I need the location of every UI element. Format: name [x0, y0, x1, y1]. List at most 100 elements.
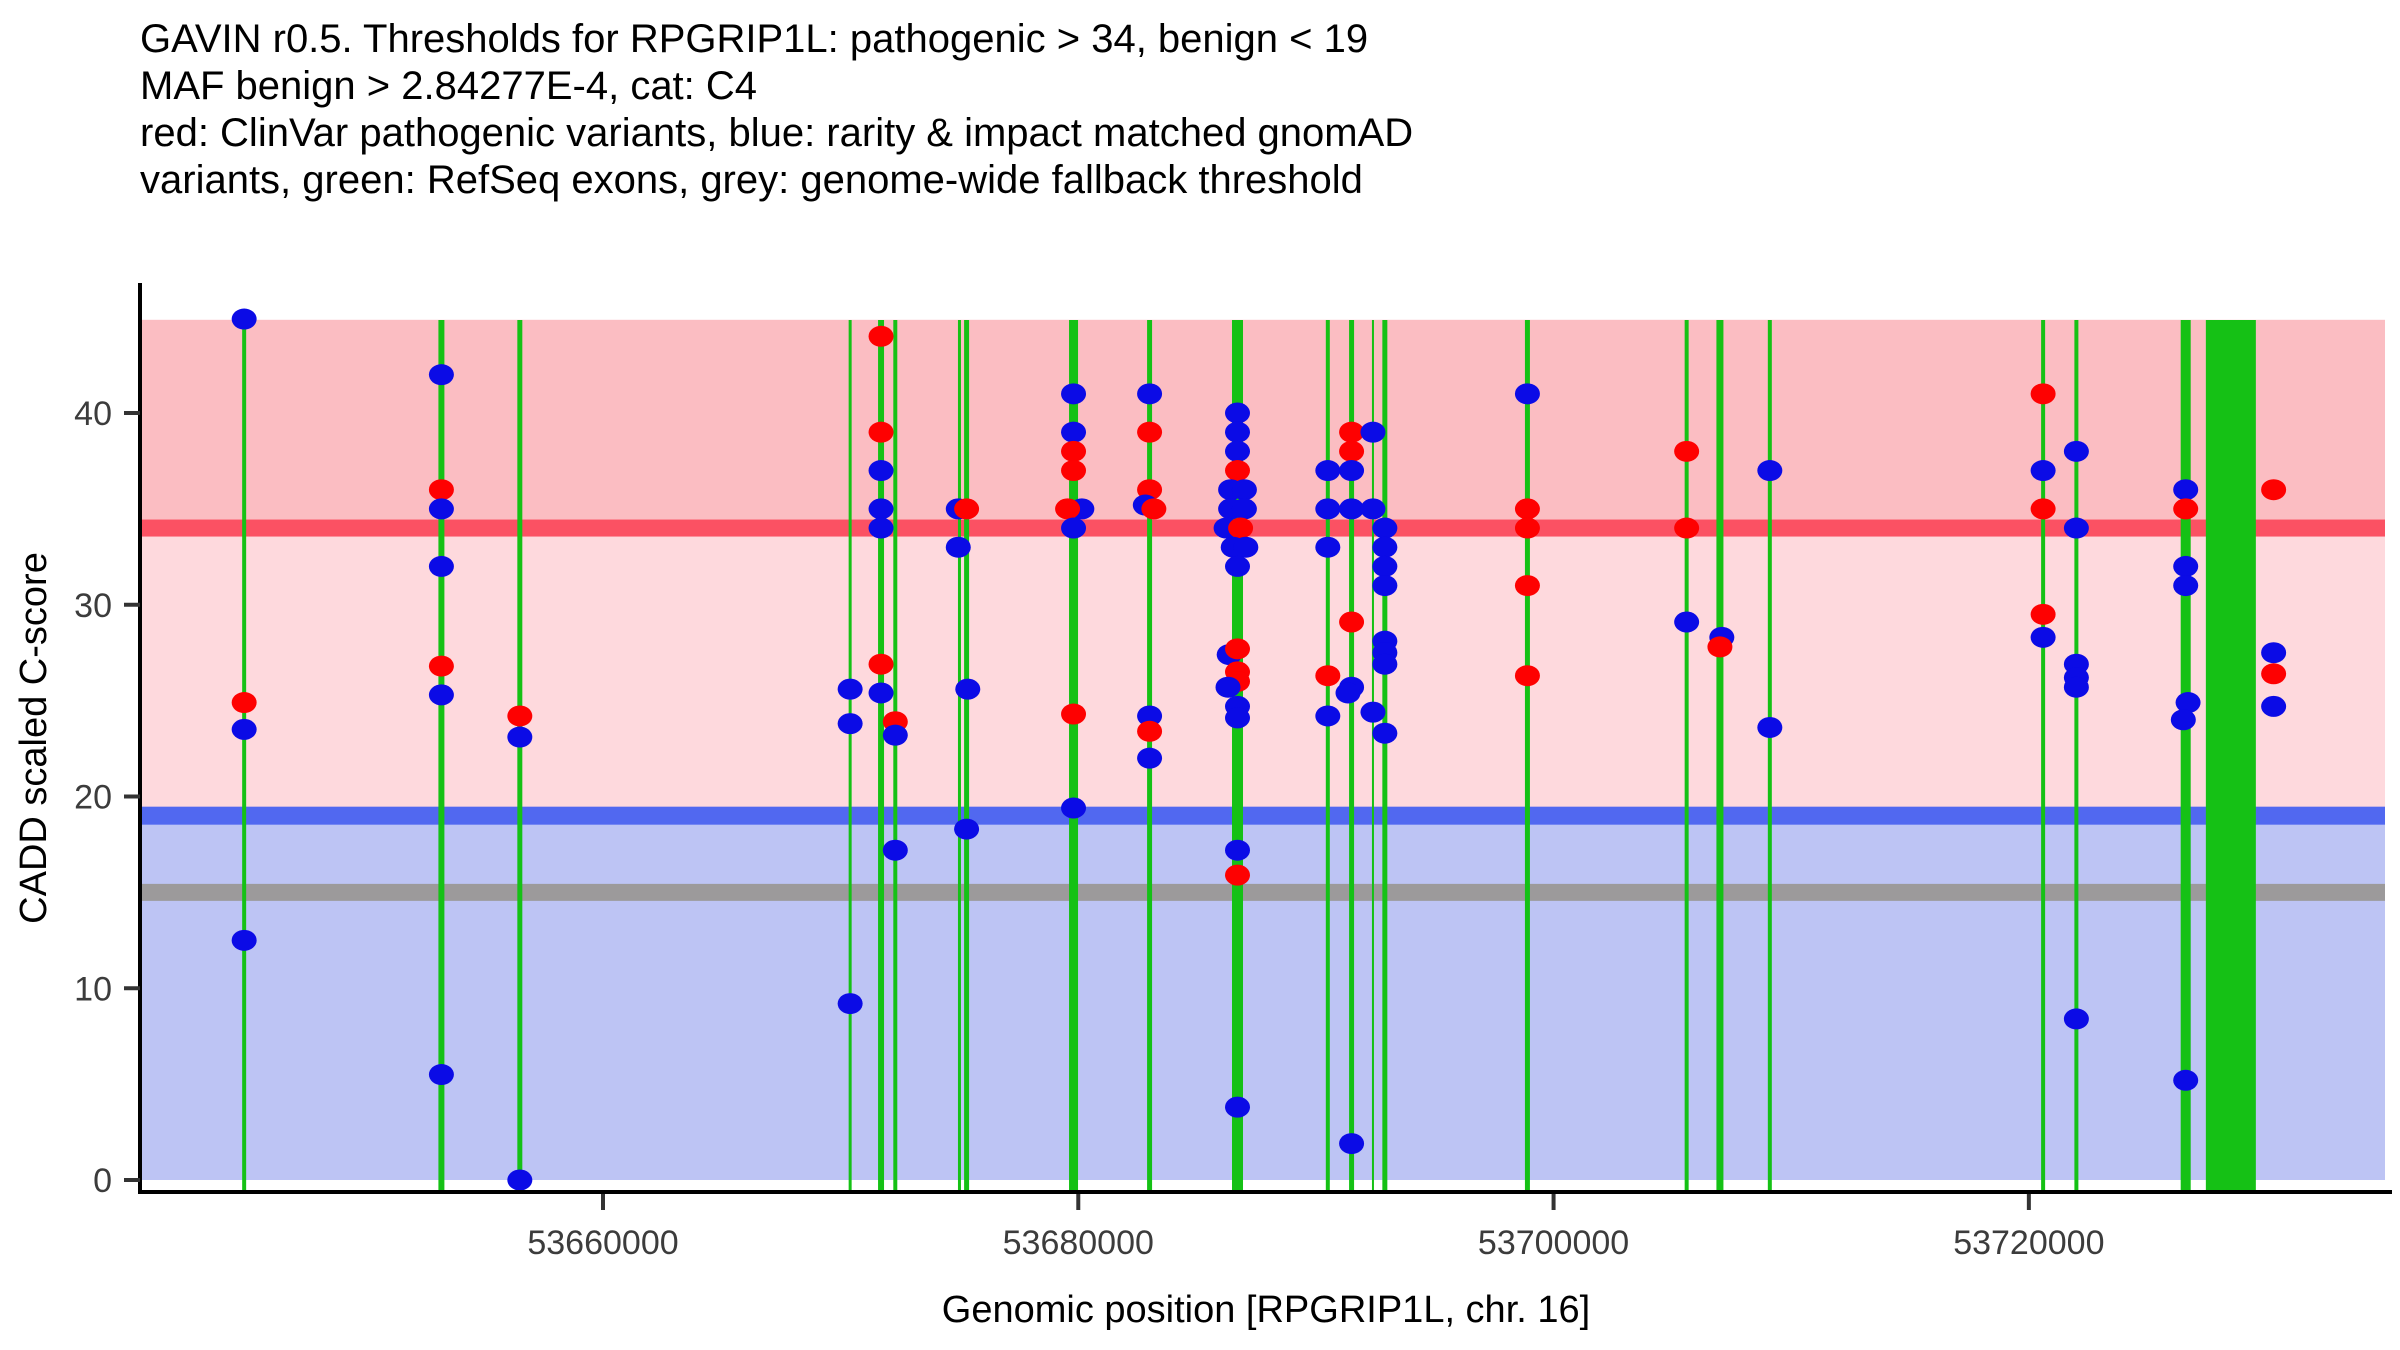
clinvar-pathogenic-point [868, 653, 894, 675]
gnomad-matched-point [1137, 383, 1163, 405]
gnomad-matched-point [507, 1169, 533, 1191]
gnomad-matched-point [1225, 421, 1251, 443]
clinvar-pathogenic-point [954, 498, 980, 520]
gnomad-matched-point [2063, 676, 2089, 698]
gnomad-matched-point [428, 1064, 454, 1086]
clinvar-pathogenic-point [2030, 603, 2056, 625]
gnomad-matched-point [2173, 575, 2199, 597]
gnomad-matched-point [945, 536, 971, 558]
x-tick-label: 53720000 [1953, 1224, 2104, 1262]
exon-mark [438, 320, 445, 1192]
gnomad-matched-point [1225, 707, 1251, 729]
exon-mark [964, 320, 970, 1192]
gnomad-matched-point [1360, 498, 1386, 520]
title-line-1: GAVIN r0.5. Thresholds for RPGRIP1L: pat… [140, 17, 1368, 61]
clinvar-pathogenic-point [2030, 498, 2056, 520]
gnomad-matched-point [955, 678, 981, 700]
gnomad-matched-point [837, 678, 863, 700]
threshold-line-19 [142, 806, 2385, 825]
x-axis-title: Genomic position [RPGRIP1L, chr. 16] [942, 1289, 1590, 1331]
gnomad-matched-point [2173, 479, 2199, 501]
clinvar-pathogenic-point [1315, 665, 1341, 687]
gnomad-matched-point [1339, 1133, 1365, 1155]
band-benign-region [142, 815, 2385, 1180]
clinvar-pathogenic-point [1339, 611, 1365, 633]
band-intermediate-region [142, 528, 2385, 816]
gnomad-matched-point [231, 718, 257, 740]
gnomad-matched-point [507, 726, 533, 748]
gnomad-matched-point [1315, 498, 1341, 520]
exon-mark [1232, 320, 1244, 1192]
y-axis-title: CADD scaled C-score [13, 552, 55, 924]
gnomad-matched-point [1360, 701, 1386, 723]
clinvar-pathogenic-point [868, 325, 894, 347]
gnomad-matched-point [1215, 676, 1241, 698]
x-tick-label: 53700000 [1478, 1224, 1629, 1262]
exon-mark [893, 320, 898, 1192]
clinvar-pathogenic-point [428, 479, 454, 501]
clinvar-pathogenic-point [1228, 517, 1254, 539]
axes [138, 283, 2392, 1194]
gnomad-matched-point [1225, 440, 1251, 462]
gnomad-matched-point [1233, 536, 1259, 558]
threshold-lines [142, 519, 2385, 901]
exon-mark [1371, 320, 1374, 1192]
gnomad-matched-point [2030, 626, 2056, 648]
band-pathogenic-region [142, 319, 2385, 529]
clinvar-pathogenic-point [2030, 383, 2056, 405]
clinvar-pathogenic-point [1339, 440, 1365, 462]
gnomad-matched-point [1674, 611, 1700, 633]
gnomad-matched-point [1225, 1096, 1251, 1118]
title-line-2: MAF benign > 2.84277E-4, cat: C4 [140, 64, 757, 108]
exon-mark [1382, 320, 1388, 1192]
gnomad-matched-point [1225, 402, 1251, 424]
gnomad-matched-point [1231, 479, 1257, 501]
gnomad-matched-point [954, 818, 980, 840]
clinvar-pathogenic-point [507, 705, 533, 727]
exon-mark [2205, 320, 2256, 1192]
gnomad-matched-point [1339, 460, 1365, 482]
exon-mark [1684, 320, 1689, 1192]
exon-mark [1325, 320, 1330, 1192]
clinvar-pathogenic-point [1061, 440, 1087, 462]
y-tick-label: 0 [93, 1162, 112, 1200]
gnomad-matched-point [1335, 682, 1361, 704]
gnomad-matched-point [868, 682, 894, 704]
gnomad-matched-point [2261, 642, 2287, 664]
clinvar-pathogenic-point [1137, 421, 1163, 443]
exon-mark [2180, 320, 2191, 1192]
clinvar-pathogenic-point [428, 655, 454, 677]
exon-mark [1767, 320, 1772, 1192]
gnomad-matched-point [1372, 722, 1398, 744]
refseq-exon-lines [242, 320, 2256, 1192]
clinvar-pathogenic-point [1061, 703, 1087, 725]
gnomad-matched-point [1061, 517, 1087, 539]
clinvar-pathogenic-point [1137, 720, 1163, 742]
clinvar-pathogenic-point [1141, 498, 1167, 520]
gnomad-matched-point [2170, 709, 2196, 731]
x-tick-label: 53680000 [1003, 1224, 1154, 1262]
title-line-3: red: ClinVar pathogenic variants, blue: … [140, 111, 1413, 155]
y-tick-label: 20 [74, 779, 112, 817]
clinvar-pathogenic-point [1225, 638, 1251, 660]
gnomad-matched-point [428, 555, 454, 577]
gnomad-matched-point [1339, 498, 1365, 520]
gnomad-matched-point [2173, 1069, 2199, 1091]
gnomad-matched-point [428, 498, 454, 520]
gnomad-matched-point [2063, 517, 2089, 539]
variant-points [231, 308, 2287, 1191]
clinvar-pathogenic-point [1514, 575, 1540, 597]
gnomad-matched-point [837, 713, 863, 735]
gnomad-matched-point [2173, 555, 2199, 577]
exon-mark [1716, 320, 1724, 1192]
threshold-line-15 [142, 883, 2385, 901]
gnomad-matched-point [231, 308, 257, 330]
threshold-line-34 [142, 519, 2385, 537]
gnomad-matched-point [1372, 653, 1398, 675]
exon-mark [1349, 320, 1355, 1192]
gnomad-matched-point [1372, 536, 1398, 558]
exon-mark [957, 320, 961, 1192]
clinvar-pathogenic-point [1514, 498, 1540, 520]
